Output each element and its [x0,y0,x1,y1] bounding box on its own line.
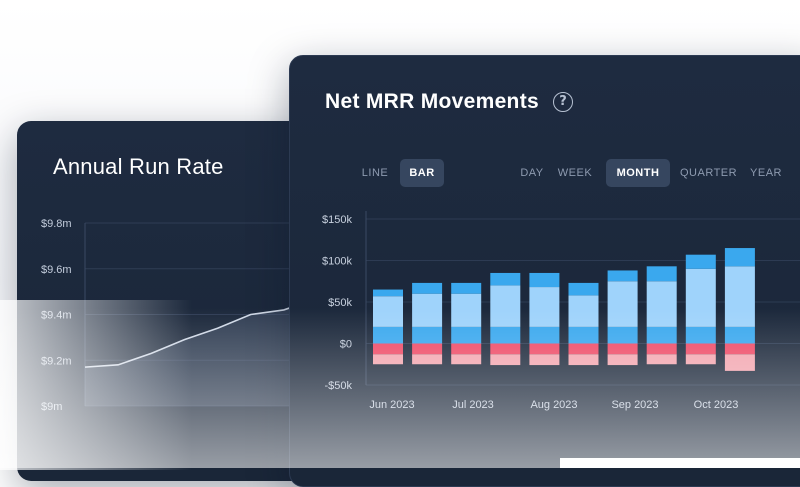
mrr-bar-segment [724,326,755,344]
arr-chart: $9.8m $9.6m $9.4m $9.2m $9m [41,218,317,413]
help-icon[interactable]: ? [553,92,573,112]
mrr-x-tick-label: Oct 2023 [694,399,739,411]
mrr-bar-segment [724,248,755,267]
mrr-bar-segment [490,343,521,355]
arr-y-tick-label: $9.6m [41,264,72,276]
mrr-y-tick-label: $0 [340,339,352,351]
corner-white-block [560,458,800,468]
net-mrr-card: Net MRR Movements ? LINE BAR DAY WEEK MO… [289,55,800,487]
arr-y-tick-label: $9.4m [41,310,72,322]
mrr-bar-segment [685,254,716,269]
mrr-bar-segment [451,354,482,365]
arr-title: Annual Run Rate [53,154,224,179]
mrr-bar-segment [607,354,638,366]
mrr-y-tick-label: $50k [328,297,352,309]
mrr-bar-segment [412,293,443,327]
mrr-x-tick-label: Jun 2023 [369,399,414,411]
mrr-bar-segment [607,281,638,327]
mrr-bar-segment [529,287,560,327]
mrr-bar-segment [607,326,638,344]
arr-y-tick-label: $9.8m [41,218,72,230]
mrr-bar-segment [568,282,599,296]
mrr-bar-segment [451,293,482,327]
mrr-y-tick-label: -$50k [324,380,352,392]
mrr-x-tick-label: Sep 2023 [611,399,658,411]
mrr-bar-segment [490,285,521,327]
mrr-bar-segment [451,343,482,355]
period-quarter[interactable]: QUARTER [680,167,738,179]
arr-y-tick-label: $9.2m [41,355,72,367]
mrr-bar-segment [373,354,403,365]
mrr-chart: $150k $100k $50k $0 -$50k Jun 2023 Jul 2023 Aug… [322,211,800,411]
mrr-bar-segment [490,354,521,366]
mrr-bar-segment [568,343,599,355]
mrr-bar-segment [685,354,716,365]
mrr-bar-segment [412,354,443,365]
mrr-bar-segment [685,268,716,327]
chart-type-line[interactable]: LINE [361,167,389,179]
mrr-x-tick-label: Aug 2023 [530,399,577,411]
mrr-bar-segment [490,272,521,286]
mrr-bar-segment [724,354,755,371]
mrr-bar-segment [451,326,482,344]
mrr-bar-segment [412,326,443,344]
mrr-bar-segment [646,281,677,327]
period-month[interactable]: MONTH [606,159,670,187]
mrr-bar-segment [685,326,716,344]
mrr-x-tick-label: Jul 2023 [452,399,494,411]
mrr-bar-segment [451,282,482,294]
mrr-bar-segment [568,354,599,366]
mrr-bar-segment [607,343,638,355]
mrr-bar-segment [373,296,403,327]
period-day[interactable]: DAY [520,167,544,179]
mrr-y-tick-label: $150k [322,214,352,226]
mrr-bar-segment [529,343,560,355]
mrr-y-tick-label: $100k [322,256,352,268]
period-year[interactable]: YEAR [750,167,782,179]
mrr-bar-segment [529,272,560,288]
mrr-bar-segment [646,354,677,365]
mrr-title: Net MRR Movements [325,90,539,113]
period-week[interactable]: WEEK [557,167,593,179]
chart-type-bar[interactable]: BAR [400,159,444,187]
mrr-bar-segment [373,343,403,355]
annual-run-rate-card: Annual Run Rate $9.8m $9.6m $9.4m $9.2m $9m [17,121,317,481]
mrr-bar-segment [685,343,716,355]
mrr-bar-segment [529,326,560,344]
mrr-bar-segment [412,343,443,355]
mrr-bar-segment [724,266,755,327]
mrr-bar-segment [646,343,677,355]
mrr-bar-segment [568,326,599,344]
mrr-bar-segment [373,289,403,297]
mrr-bar-segment [607,270,638,282]
mrr-bar-segment [646,266,677,282]
mrr-bar-segment [490,326,521,344]
mrr-bar-segment [529,354,560,366]
mrr-bar-segment [373,326,403,344]
arr-y-tick-label: $9m [41,401,62,413]
mrr-bar-segment [724,343,755,355]
mrr-bar-segment [646,326,677,344]
mrr-bar-segment [568,295,599,327]
mrr-bar-segment [412,282,443,294]
